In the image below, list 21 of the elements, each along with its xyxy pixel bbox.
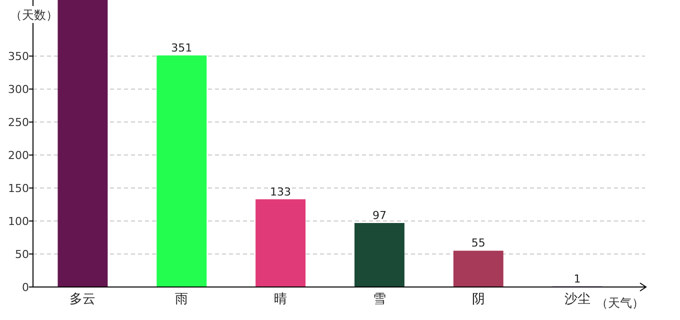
y-tick-label: 0 xyxy=(22,280,29,294)
x-tick-label: 晴 xyxy=(274,292,288,307)
x-tick-label: 雪 xyxy=(372,292,386,307)
y-tick-label: 300 xyxy=(8,82,29,96)
y-tick-label: 100 xyxy=(8,214,29,228)
y-tick-label: 50 xyxy=(15,248,29,261)
data-label: 1 xyxy=(574,272,581,286)
x-tick-label: 阴 xyxy=(472,292,485,307)
y-axis-title: （天数） xyxy=(10,8,58,22)
data-label: 351 xyxy=(171,41,192,54)
data-label: 55 xyxy=(471,236,486,250)
x-tick-label: 雨 xyxy=(175,292,188,307)
y-tick-label: 150 xyxy=(8,182,29,195)
data-label: 133 xyxy=(270,185,292,198)
x-tick-label: 沙尘 xyxy=(564,292,590,307)
y-tick-label: 250 xyxy=(8,116,29,129)
x-tick-label: 多云 xyxy=(70,292,96,307)
data-label: 97 xyxy=(372,209,386,222)
y-tick-label: 200 xyxy=(8,148,29,162)
x-axis-title: （天气） xyxy=(596,296,644,310)
y-tick-label: 350 xyxy=(8,50,29,63)
